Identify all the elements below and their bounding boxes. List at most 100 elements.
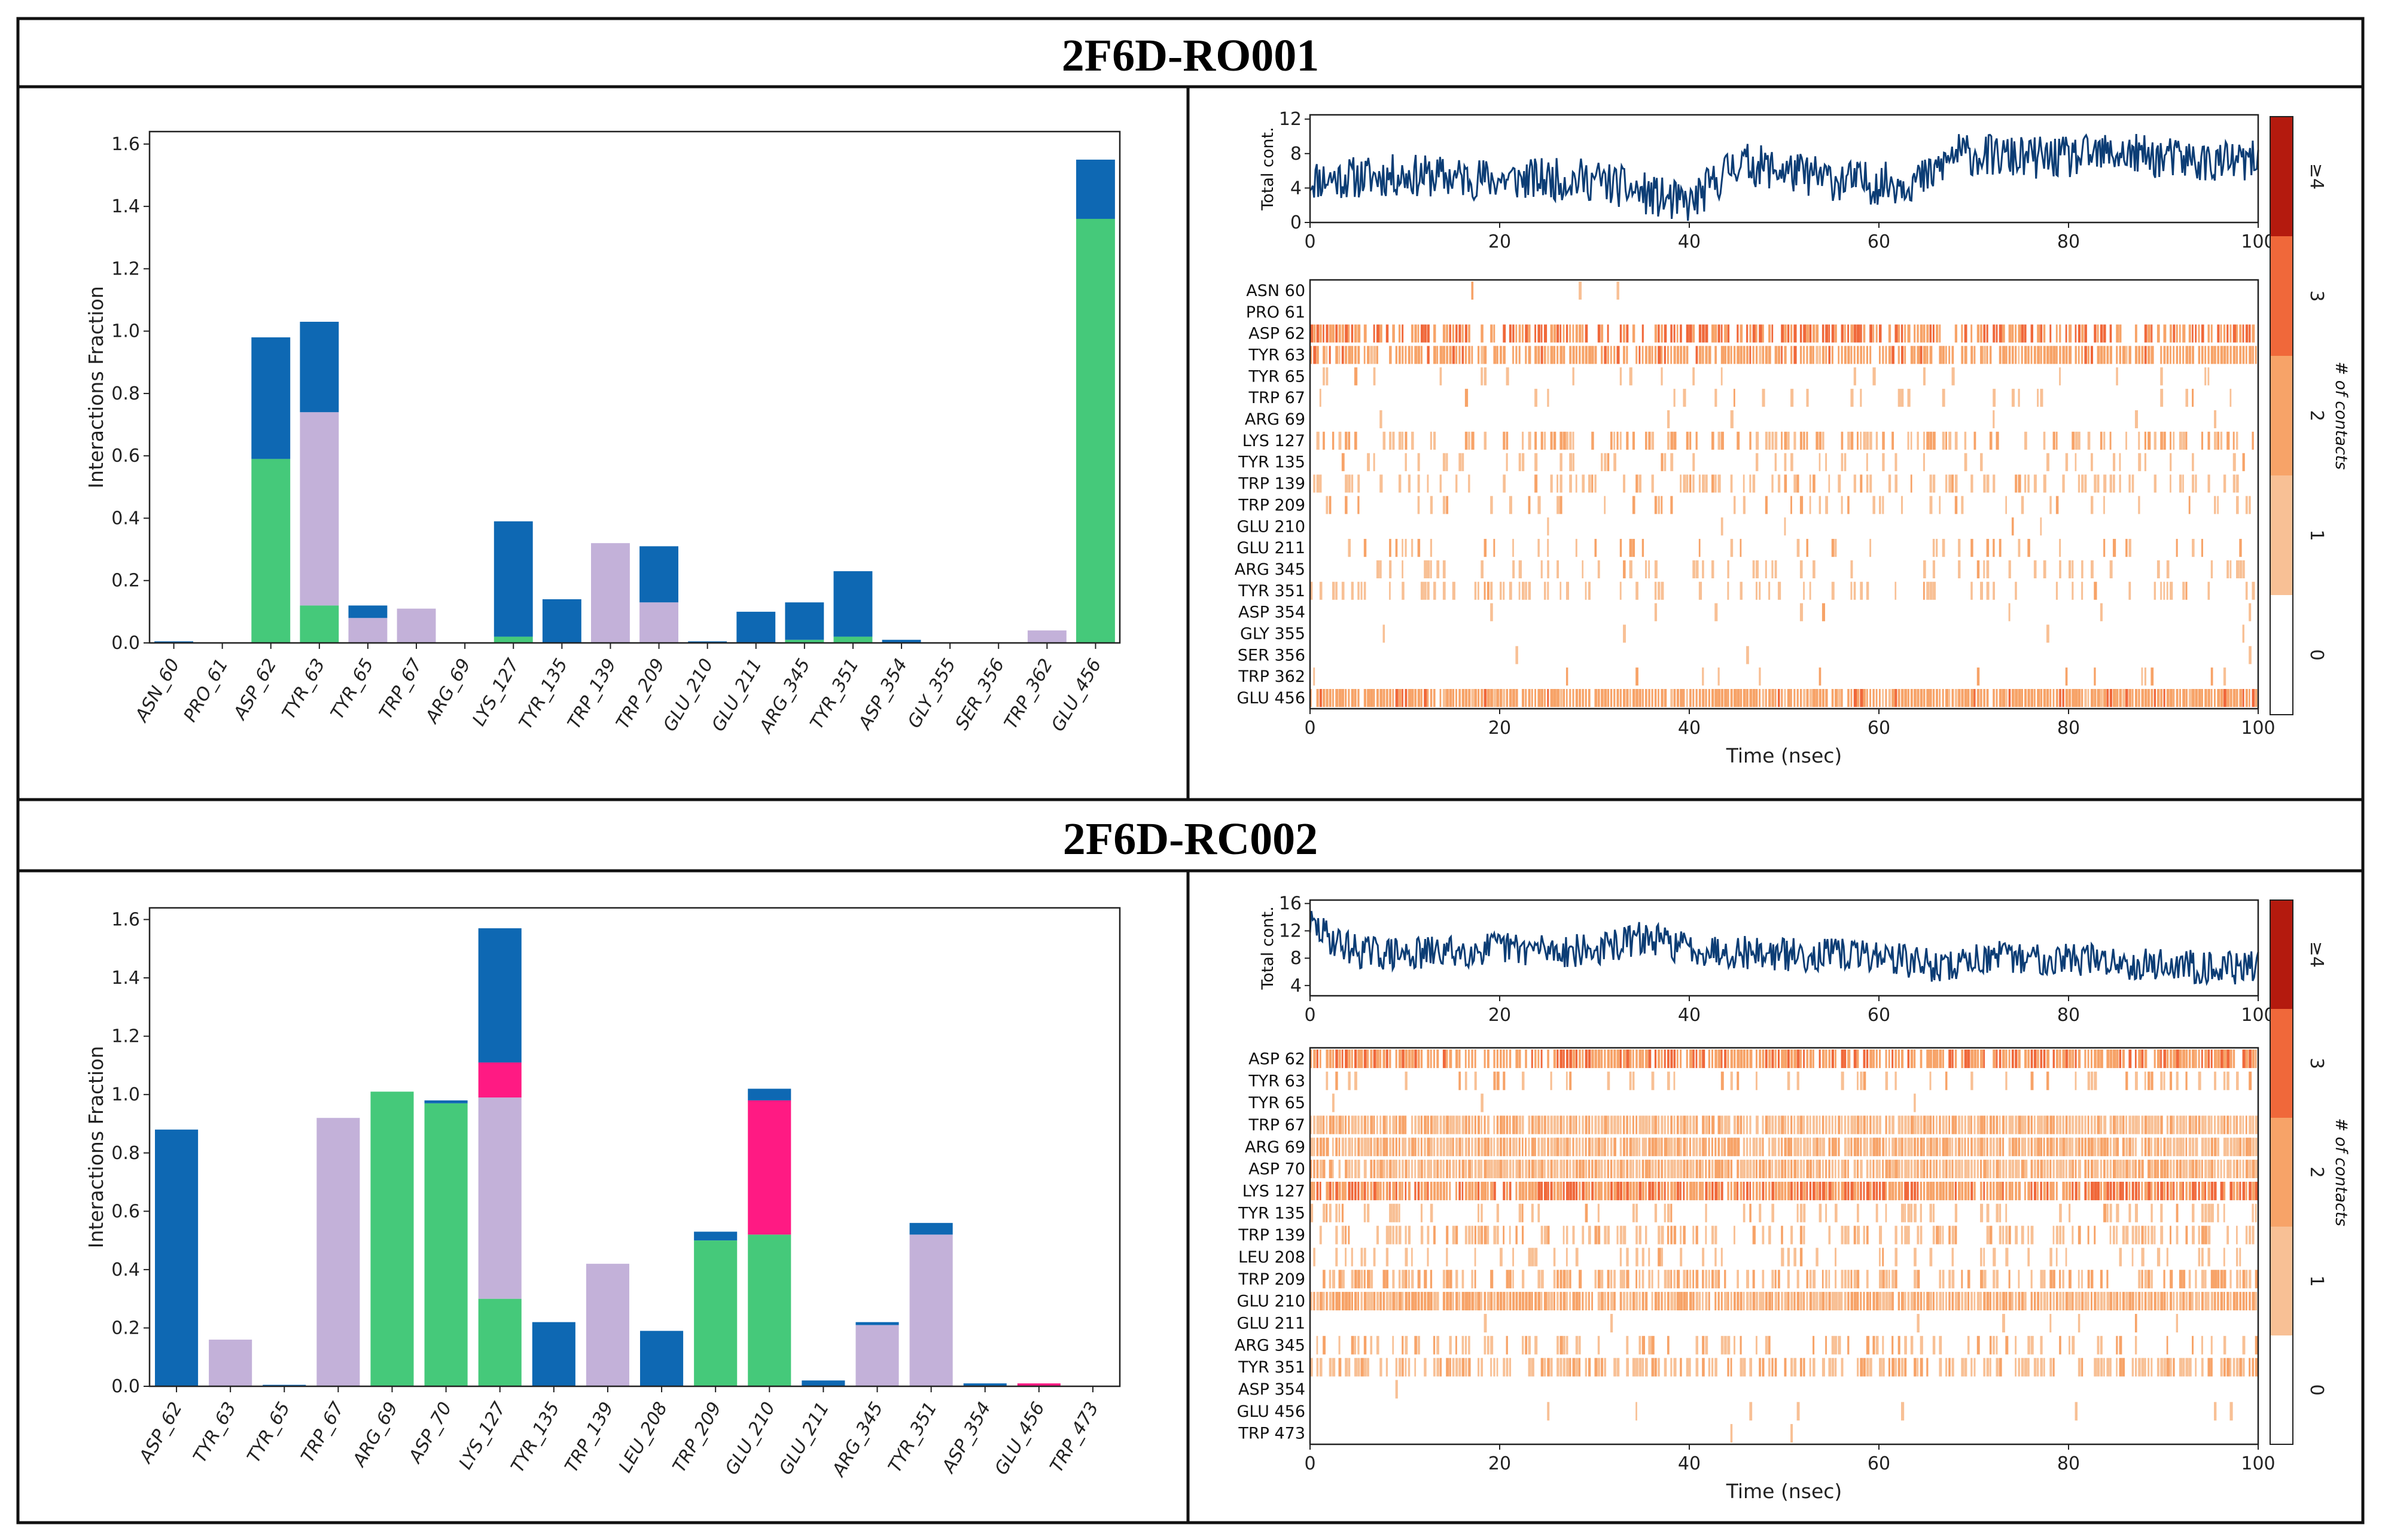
contact-mark [1831,1358,1835,1377]
contact-mark [1863,1049,1866,1068]
contact-mark [2245,346,2247,364]
contact-mark [1604,1181,1607,1200]
contact-mark [2027,1138,2030,1157]
contact-mark [1793,1138,1797,1157]
contact-mark [1392,1335,1394,1355]
contact-mark [1897,1292,1900,1311]
contact-mark [1781,1115,1784,1135]
contact-mark [2153,1292,2156,1311]
contact-mark [1579,1138,1581,1157]
contact-mark [1389,581,1391,600]
contact-mark [1711,1181,1714,1200]
contact-mark [1686,1160,1689,1179]
contact-mark [1645,689,1647,708]
contact-mark [1500,1292,1503,1311]
contact-mark [2030,1138,2033,1157]
contact-mark [1411,431,1414,450]
contact-mark [1323,367,1325,386]
contact-mark [2150,1203,2153,1222]
contact-mark [1967,1138,1969,1157]
contact-mark [1345,1049,1348,1068]
contact-mark [1743,1049,1746,1068]
contact-mark [1869,324,1872,343]
contact-mark [1385,1138,1388,1157]
contact-mark [1525,1335,1528,1355]
contact-mark [1446,689,1449,708]
contact-mark [1673,1292,1677,1311]
contact-mark [1420,1292,1423,1311]
contact-mark [1755,1138,1758,1157]
contact-mark [1891,431,1894,450]
contact-mark [2040,1358,2043,1377]
colorbar-segment [2270,1009,2293,1118]
contact-mark [1879,1248,1881,1267]
contact-mark [1452,1115,1455,1135]
contact-mark [2131,1225,2134,1245]
contact-mark [2040,389,2043,407]
contact-mark [1942,1270,1945,1289]
contact-mark [2252,324,2255,343]
contact-mark [2210,1138,2213,1157]
y-tick-label: 12 [1279,920,1302,941]
contact-mark [1948,1049,1952,1068]
contact-mark [1503,346,1506,364]
contact-mark [1351,1181,1354,1200]
contact-mark [2119,474,2121,493]
contact-mark [1749,1292,1752,1311]
y-tick-label: 1.6 [111,134,140,155]
contact-mark [1869,1358,1872,1377]
contact-mark [1493,1181,1496,1200]
contact-mark [1755,1049,1757,1068]
contact-mark [1607,1225,1610,1245]
contact-mark [2192,1049,2195,1068]
contact-mark [2239,1138,2242,1157]
contact-mark [1860,474,1863,493]
contact-mark [2109,1358,2112,1377]
contact-mark [2030,1292,2033,1311]
contact-mark [1983,1181,1985,1200]
contact-mark [1695,1358,1699,1377]
contact-mark [1686,1270,1689,1289]
contact-mark [1550,431,1553,450]
contact-mark [1550,1115,1553,1135]
contact-mark [2245,1270,2248,1289]
contact-mark [1993,1248,1996,1267]
contact-mark [1648,346,1651,364]
bar-segment [300,322,339,413]
contact-mark [1392,1138,1394,1157]
residue-row-label: ARG 345 [1235,1336,1305,1355]
contact-mark [1825,689,1828,708]
contact-mark [1841,346,1843,364]
contact-mark [1847,1225,1850,1245]
contact-mark [1613,1138,1616,1157]
contact-mark [1402,539,1403,557]
contact-mark [1449,1292,1452,1311]
contact-mark [1803,1181,1806,1200]
contact-mark [1945,1292,1948,1311]
contact-mark [1737,1071,1740,1090]
contact-mark [1458,1138,1461,1157]
contact-mark [1698,346,1702,364]
contact-mark [1993,1181,1995,1200]
contact-mark [1670,1292,1673,1311]
contact-mark [1613,689,1616,708]
contact-mark [1910,1335,1914,1355]
contact-mark [2170,453,2172,471]
contact-mark [2182,1115,2185,1135]
colorbar-tick-label: 1 [2306,1275,2327,1286]
contact-mark [2027,1225,2030,1245]
contact-mark [2223,1203,2225,1222]
contact-mark [2046,1115,2049,1135]
contact-mark [2150,346,2154,364]
contact-mark [1755,1160,1758,1179]
contact-mark [1809,1138,1811,1157]
contact-mark [1774,560,1777,579]
contact-mark [1430,1138,1433,1157]
contact-mark [1572,1115,1576,1135]
contact-mark [2144,689,2148,708]
contact-mark [2226,689,2229,708]
contact-mark [2097,689,2100,708]
contact-mark [1635,1203,1638,1222]
contact-mark [2084,1115,2086,1135]
contact-mark [1891,1115,1894,1135]
